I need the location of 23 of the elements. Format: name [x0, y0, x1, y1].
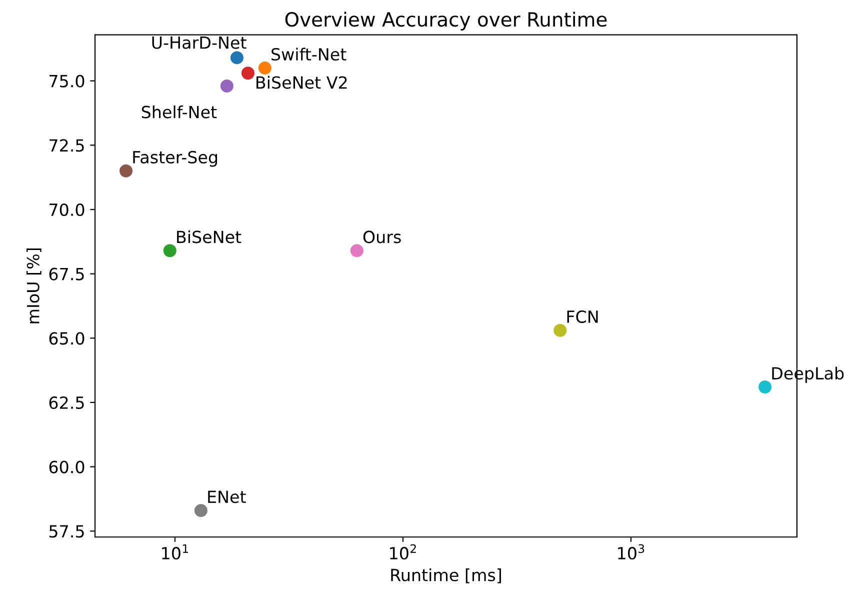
y-tick-label: 67.5: [49, 268, 84, 280]
x-tick-label: 10$^{1}$: [162, 544, 188, 560]
series-label: ENet: [208, 490, 246, 504]
y-tick-label: 72.5: [50, 139, 84, 152]
series-label: FCN: [567, 310, 598, 324]
series-label: U-HarD-Net: [152, 36, 246, 49]
y-axis-title: mIoU [%]: [26, 248, 42, 324]
chart-title: Overview Accuracy over Runtime: [285, 12, 607, 31]
series-label: Swift-Net: [272, 48, 346, 61]
x-axis-title: Runtime [ms]: [391, 568, 501, 584]
y-tick-label: 60.0: [49, 460, 84, 474]
series-label: Faster-Seg: [133, 150, 218, 167]
series-label: BiSeNet V2: [256, 76, 347, 89]
series-label: BiSeNet: [177, 230, 242, 244]
y-tick-label: 62.5: [49, 396, 84, 410]
y-tick-label: 75.0: [50, 74, 84, 88]
y-tick-label: 65.0: [49, 332, 84, 345]
y-tick-label: 57.5: [49, 525, 84, 538]
series-label: Ours: [363, 230, 401, 244]
series-label: Shelf-Net: [142, 105, 217, 118]
y-tick-label: 70.0: [50, 203, 84, 216]
x-tick-label: 10$^{3}$: [618, 544, 644, 560]
x-tick-label: 10$^{2}$: [390, 544, 416, 560]
